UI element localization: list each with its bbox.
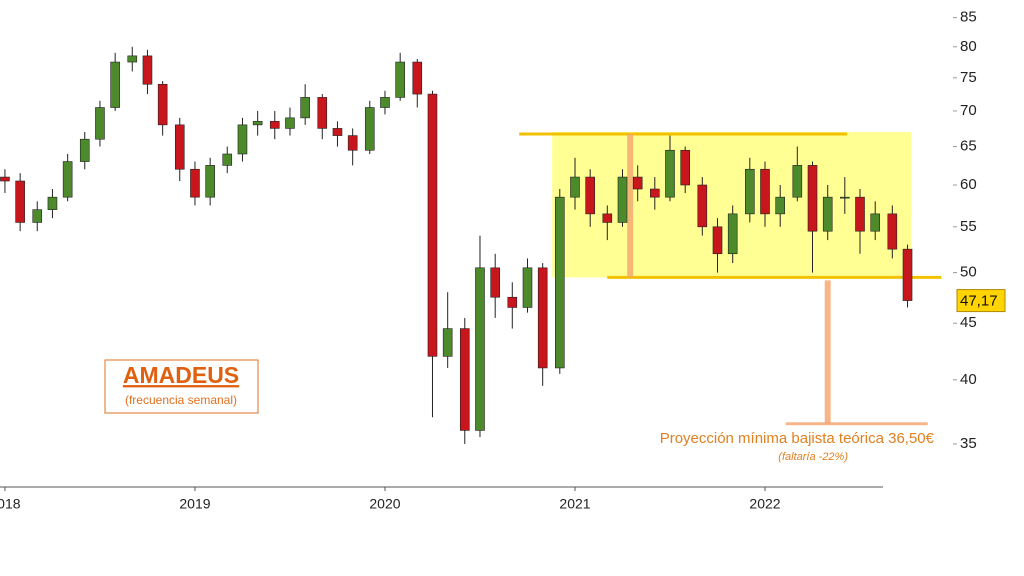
candle-body	[822, 196, 833, 232]
y-tick-label: 80	[960, 38, 977, 55]
candle-body	[442, 328, 453, 357]
candle-body	[792, 165, 803, 198]
candle-body	[0, 176, 10, 182]
candle-body	[459, 328, 470, 431]
candle-body	[395, 61, 405, 98]
candle-body	[95, 107, 105, 140]
candle-body	[110, 61, 120, 108]
candle-body	[902, 248, 913, 301]
candle-body	[490, 267, 500, 298]
candle-body	[617, 176, 628, 223]
y-tick-label: 45	[960, 314, 977, 331]
candle-body	[537, 267, 548, 369]
candle-body	[285, 117, 295, 129]
candle-body	[807, 165, 818, 232]
candle-body	[317, 97, 328, 129]
candle-body	[570, 176, 580, 198]
annotation: Proyección mínima bajista teórica 36,50€	[660, 430, 935, 447]
annotation-note: (faltaría -22%)	[778, 451, 848, 463]
candle-body	[47, 196, 58, 210]
y-tick-label: 55	[960, 218, 977, 235]
price-marker	[956, 289, 1006, 313]
x-tick-label: 2022	[749, 496, 780, 512]
candle-body	[775, 196, 786, 215]
candle-body	[174, 124, 185, 170]
candle-body	[887, 213, 898, 250]
candle-body	[665, 149, 675, 198]
candle-body	[237, 124, 248, 155]
candle-body	[585, 176, 595, 215]
candle-body	[79, 138, 90, 162]
y-tick-label: 35	[960, 435, 977, 452]
candle-body	[870, 213, 881, 232]
candle-body	[760, 168, 770, 215]
candle-body	[364, 107, 375, 151]
y-tick-label: 50	[960, 264, 977, 281]
candle-body	[554, 196, 565, 369]
candle-body	[680, 149, 690, 186]
x-tick-label: 2018	[0, 496, 21, 512]
candle-body	[332, 128, 343, 136]
candle-body	[205, 165, 215, 198]
candle-body	[475, 267, 485, 431]
candle-body	[507, 296, 518, 308]
candle-body	[190, 168, 200, 198]
candle-body	[15, 180, 25, 223]
x-tick-label: 2021	[559, 496, 590, 512]
candle-body	[412, 61, 423, 95]
candle-body	[649, 188, 660, 198]
y-tick-label: 40	[960, 371, 977, 388]
candle-body	[157, 83, 168, 126]
candle-body	[32, 209, 43, 223]
candle-body	[222, 153, 233, 166]
candle-body	[62, 161, 73, 198]
candle-body	[427, 93, 438, 357]
candle-body	[727, 213, 738, 255]
y-tick-label: 70	[960, 102, 977, 119]
candle-body	[632, 176, 643, 190]
candle-body	[712, 226, 723, 255]
candle-body	[269, 121, 280, 129]
chart-subtitle: (frecuencia semanal)	[125, 393, 237, 407]
candle-body	[380, 97, 390, 108]
candle-body	[840, 196, 850, 199]
candle-body	[522, 267, 533, 308]
price-label: 47,17	[960, 293, 998, 310]
candle-body	[142, 55, 153, 85]
candle-body	[347, 135, 358, 151]
candle-body	[602, 213, 613, 223]
y-tick-label: 75	[960, 69, 977, 86]
y-tick-label: 85	[960, 9, 977, 26]
candle-body	[252, 121, 263, 126]
x-tick-label: 2019	[179, 496, 210, 512]
chart-title: AMADEUS	[123, 362, 239, 388]
candle-body	[855, 196, 865, 232]
y-tick-label: 65	[960, 138, 977, 155]
y-tick-label: 60	[960, 176, 977, 193]
candle-body	[127, 55, 138, 63]
title-box	[104, 359, 259, 414]
candle-body	[745, 168, 755, 215]
candle-body	[697, 184, 708, 228]
candle-body	[300, 97, 310, 119]
x-tick-label: 2020	[369, 496, 400, 512]
